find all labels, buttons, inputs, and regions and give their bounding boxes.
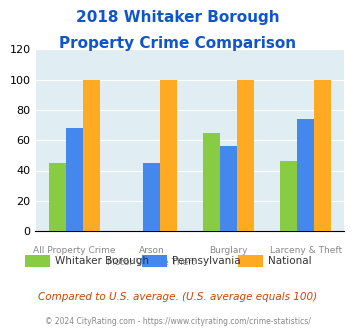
Text: All Property Crime: All Property Crime bbox=[33, 246, 115, 255]
Bar bbox=[160, 80, 177, 231]
Text: National: National bbox=[268, 256, 312, 266]
Text: Compared to U.S. average. (U.S. average equals 100): Compared to U.S. average. (U.S. average … bbox=[38, 292, 317, 302]
Bar bbox=[237, 80, 254, 231]
Text: Motor Vehicle Theft: Motor Vehicle Theft bbox=[107, 258, 195, 267]
Text: Burglary: Burglary bbox=[209, 246, 248, 255]
Bar bbox=[49, 163, 66, 231]
Bar bbox=[203, 133, 220, 231]
Text: Pennsylvania: Pennsylvania bbox=[172, 256, 241, 266]
Text: Larceny & Theft: Larceny & Theft bbox=[270, 246, 342, 255]
Bar bbox=[280, 161, 297, 231]
Bar bbox=[220, 146, 237, 231]
Text: 2018 Whitaker Borough: 2018 Whitaker Borough bbox=[76, 10, 279, 25]
Bar bbox=[143, 163, 160, 231]
Bar bbox=[297, 119, 314, 231]
Text: Whitaker Borough: Whitaker Borough bbox=[55, 256, 149, 266]
Text: Arson: Arson bbox=[138, 246, 164, 255]
Bar bbox=[66, 128, 83, 231]
Text: © 2024 CityRating.com - https://www.cityrating.com/crime-statistics/: © 2024 CityRating.com - https://www.city… bbox=[45, 317, 310, 326]
Bar bbox=[314, 80, 331, 231]
Text: Property Crime Comparison: Property Crime Comparison bbox=[59, 36, 296, 51]
Bar bbox=[83, 80, 100, 231]
